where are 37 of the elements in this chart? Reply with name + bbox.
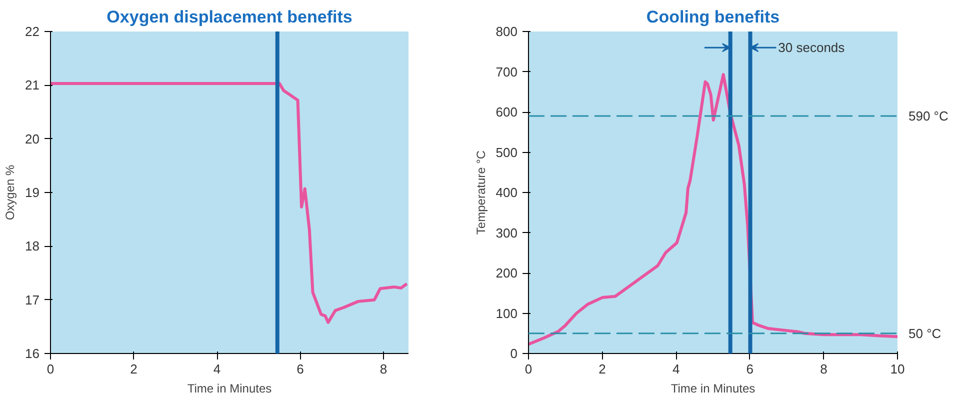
y-tick-label: 700: [496, 64, 518, 80]
y-tick-label: 18: [25, 238, 40, 254]
y-tick-label: 16: [25, 346, 40, 361]
ref-line-label: 590 °C: [908, 108, 948, 124]
x-tick-label: 8: [380, 362, 388, 376]
chart-title: Oxygen displacement benefits: [106, 8, 352, 26]
x-tick-label: 2: [598, 362, 606, 376]
x-tick-label: 2: [130, 362, 138, 376]
x-axis-title: Time in Minutes: [187, 382, 272, 396]
annotation: 30 seconds: [778, 40, 846, 56]
y-tick-label: 400: [496, 185, 518, 200]
x-tick-label: 0: [46, 362, 54, 376]
y-axis-title: Temperature °C: [474, 150, 488, 235]
y-tick-label: 21: [25, 78, 40, 93]
chart-title: Cooling benefits: [646, 8, 780, 26]
y-axis-title: Oxygen %: [3, 164, 18, 220]
x-tick-label: 4: [672, 362, 680, 376]
line-series: [50, 82, 408, 324]
y-tick-label: 19: [25, 185, 40, 200]
y-tick-label: 100: [496, 306, 518, 321]
ref-line-label: 50 °C: [908, 326, 942, 341]
y-tick-label: 600: [496, 104, 518, 120]
x-tick-label: 6: [746, 362, 754, 376]
x-tick-label: 8: [820, 362, 828, 376]
y-tick-label: 200: [496, 266, 518, 280]
x-axis-title: Time in Minutes: [670, 382, 756, 396]
y-tick-label: 800: [496, 24, 518, 39]
x-tick-label: 4: [213, 362, 221, 376]
y-tick-label: 300: [496, 225, 518, 240]
y-tick-label: 500: [496, 144, 518, 160]
x-tick-label: 6: [296, 362, 304, 376]
y-tick-label: 17: [25, 292, 40, 308]
y-tick-label: 22: [25, 24, 40, 39]
y-tick-label: 20: [25, 131, 40, 146]
x-tick-label: 0: [524, 362, 532, 376]
y-tick-label: 0: [510, 346, 518, 361]
x-tick-label: 10: [890, 362, 905, 376]
